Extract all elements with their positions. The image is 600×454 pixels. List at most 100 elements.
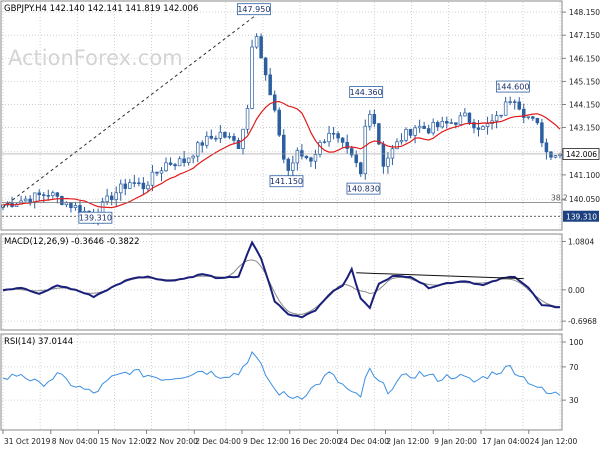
candle-body [46, 195, 51, 197]
candle-body [476, 127, 481, 130]
annotation-label: 139.310 [79, 214, 112, 223]
candle-body [159, 170, 164, 174]
fib-38-2-label: 38.2 [551, 194, 568, 203]
candle-body [485, 123, 490, 127]
support-level-box [563, 210, 599, 222]
candle-body [250, 46, 254, 109]
candle-body [544, 142, 549, 153]
rsi-axis-label: 30 [569, 396, 579, 405]
current-price-label: 142.006 [566, 150, 597, 159]
candle-body [399, 140, 404, 143]
price-axis-label: 143.150 [569, 124, 600, 133]
x-axis-label: 22 Nov 20:00 [147, 437, 198, 446]
candle-body [164, 162, 168, 172]
candle-body [422, 125, 426, 129]
candle-body [304, 155, 309, 159]
rsi-line [2, 351, 561, 400]
candle-body [105, 195, 109, 202]
candle-body [218, 131, 223, 139]
candle-body [449, 122, 454, 124]
candle-body [549, 151, 553, 158]
candle-body [168, 162, 173, 165]
price-layer: 38.2 147.950 144.360 144.600 141.150 140.830 1… [1, 3, 568, 226]
candle-body [358, 162, 363, 175]
candle-body [535, 117, 540, 124]
annotation-label: 147.950 [237, 5, 270, 14]
candle-body [137, 182, 141, 184]
macd-line [2, 240, 560, 319]
candle-body [377, 123, 381, 145]
price-axis-label: 147.150 [569, 31, 600, 40]
macd-header: MACD(12,26,9) -0.3646 -0.3822 [4, 237, 140, 247]
candle-body [345, 141, 349, 149]
macd-panel-frame [0, 233, 563, 331]
candle-body [69, 202, 73, 209]
candle-body [467, 112, 472, 123]
candle-body [295, 150, 300, 164]
watermark: ActionForex.com [8, 46, 183, 70]
x-axis-label: 24 Jan 12:00 [530, 437, 578, 446]
candle-body [372, 114, 377, 124]
annotation-box [349, 86, 384, 99]
macd-axis-label: 1.0804 [568, 237, 594, 246]
macd-signal-line [2, 259, 561, 315]
candle-body [413, 127, 417, 136]
x-axis-label: 31 Oct 2019 [4, 437, 51, 446]
candle-body [132, 182, 137, 184]
candle-body [327, 133, 331, 143]
candle-body [128, 182, 132, 189]
annotation-box [346, 182, 381, 195]
candle-body [73, 205, 78, 209]
price-axis-label: 145.150 [569, 77, 600, 86]
candle-body [277, 109, 281, 136]
price-axis-label: 144.150 [569, 100, 600, 109]
candle-body [37, 192, 41, 196]
price-axis-label: 140.050 [569, 195, 600, 204]
candle-body [349, 148, 354, 156]
moving-average-line [2, 100, 561, 209]
price-header: GBPJPY.H4 142.140 142.141 141.819 142.00… [4, 4, 198, 14]
candle-body [309, 157, 313, 162]
x-axis-label: 2 Dec 04:00 [195, 437, 241, 446]
price-axis-label: 141.100 [569, 171, 600, 180]
candle-body [508, 101, 512, 103]
candle-body [363, 125, 368, 175]
candle-body [445, 121, 449, 124]
candle-body [517, 101, 521, 110]
candle-body [512, 101, 517, 103]
candle-body [331, 133, 336, 135]
rsi-axis-label: 100 [569, 338, 584, 347]
candle-body [553, 155, 558, 158]
candle-body [390, 148, 395, 159]
support-level-label: 139.310 [566, 212, 597, 221]
candle-body [51, 192, 55, 196]
candle-body [23, 198, 28, 202]
candle-body [200, 142, 205, 146]
macd-axis-label: 0.00 [568, 286, 585, 295]
candle-body [435, 122, 440, 128]
candle-body [454, 122, 458, 125]
candle-body [155, 171, 159, 174]
candle-body [245, 108, 250, 130]
candle-body [109, 195, 114, 200]
candle-body [205, 135, 209, 146]
x-axis-label: 16 Dec 20:00 [291, 437, 342, 446]
annotation-box [496, 80, 530, 93]
candle-body [254, 36, 259, 48]
candle-body [368, 114, 372, 127]
candle-body [354, 154, 358, 164]
candle-body [336, 133, 340, 139]
candle-body [141, 182, 146, 190]
trendline [2, 16, 255, 208]
candle-body [318, 141, 322, 155]
candle-body [540, 122, 544, 144]
current-price-box [562, 148, 600, 160]
x-axis-label: 2 Jan 12:00 [386, 437, 429, 446]
annotation-label: 140.830 [347, 185, 380, 194]
x-axis-label: 9 Jan 20:00 [434, 437, 477, 446]
annotation-box [269, 175, 304, 188]
axis-layer: 140.050141.100142.100143.150144.150145.1… [2, 8, 600, 446]
candle-body [173, 164, 177, 167]
candle-body [499, 114, 503, 117]
